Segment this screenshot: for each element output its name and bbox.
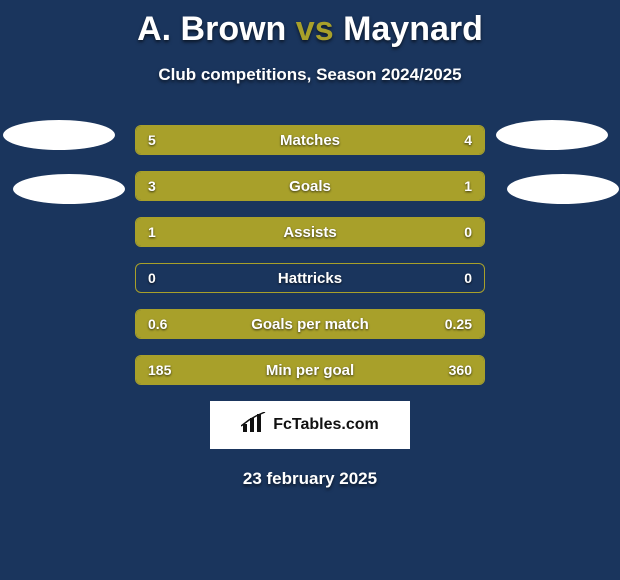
title-vs: vs <box>296 10 334 48</box>
stat-label: Matches <box>136 126 484 154</box>
title-player1: A. Brown <box>137 10 286 48</box>
page-title: A. Brown vs Maynard <box>0 0 620 49</box>
stat-row: 54Matches <box>135 125 485 155</box>
bar-chart-icon <box>241 412 267 439</box>
side-ellipse <box>13 174 125 204</box>
subtitle: Club competitions, Season 2024/2025 <box>0 65 620 85</box>
stat-label: Goals <box>136 172 484 200</box>
logo-box: FcTables.com <box>210 401 410 449</box>
stat-bars: 54Matches 31Goals 10Assists 00Hattricks 0.60… <box>135 125 485 385</box>
stat-row: 185360Min per goal <box>135 355 485 385</box>
logo-text: FcTables.com <box>273 416 379 434</box>
side-ellipse <box>3 120 115 150</box>
stat-label: Min per goal <box>136 356 484 384</box>
stat-row: 0.60.25Goals per match <box>135 309 485 339</box>
content-area: 54Matches 31Goals 10Assists 00Hattricks 0.60… <box>0 125 620 489</box>
date-text: 23 february 2025 <box>0 469 620 489</box>
side-ellipse <box>496 120 608 150</box>
stat-label: Goals per match <box>136 310 484 338</box>
side-ellipse <box>507 174 619 204</box>
stat-label: Assists <box>136 218 484 246</box>
title-player2: Maynard <box>343 10 483 48</box>
stat-row: 31Goals <box>135 171 485 201</box>
stat-row: 10Assists <box>135 217 485 247</box>
stat-label: Hattricks <box>136 264 484 292</box>
stat-row: 00Hattricks <box>135 263 485 293</box>
